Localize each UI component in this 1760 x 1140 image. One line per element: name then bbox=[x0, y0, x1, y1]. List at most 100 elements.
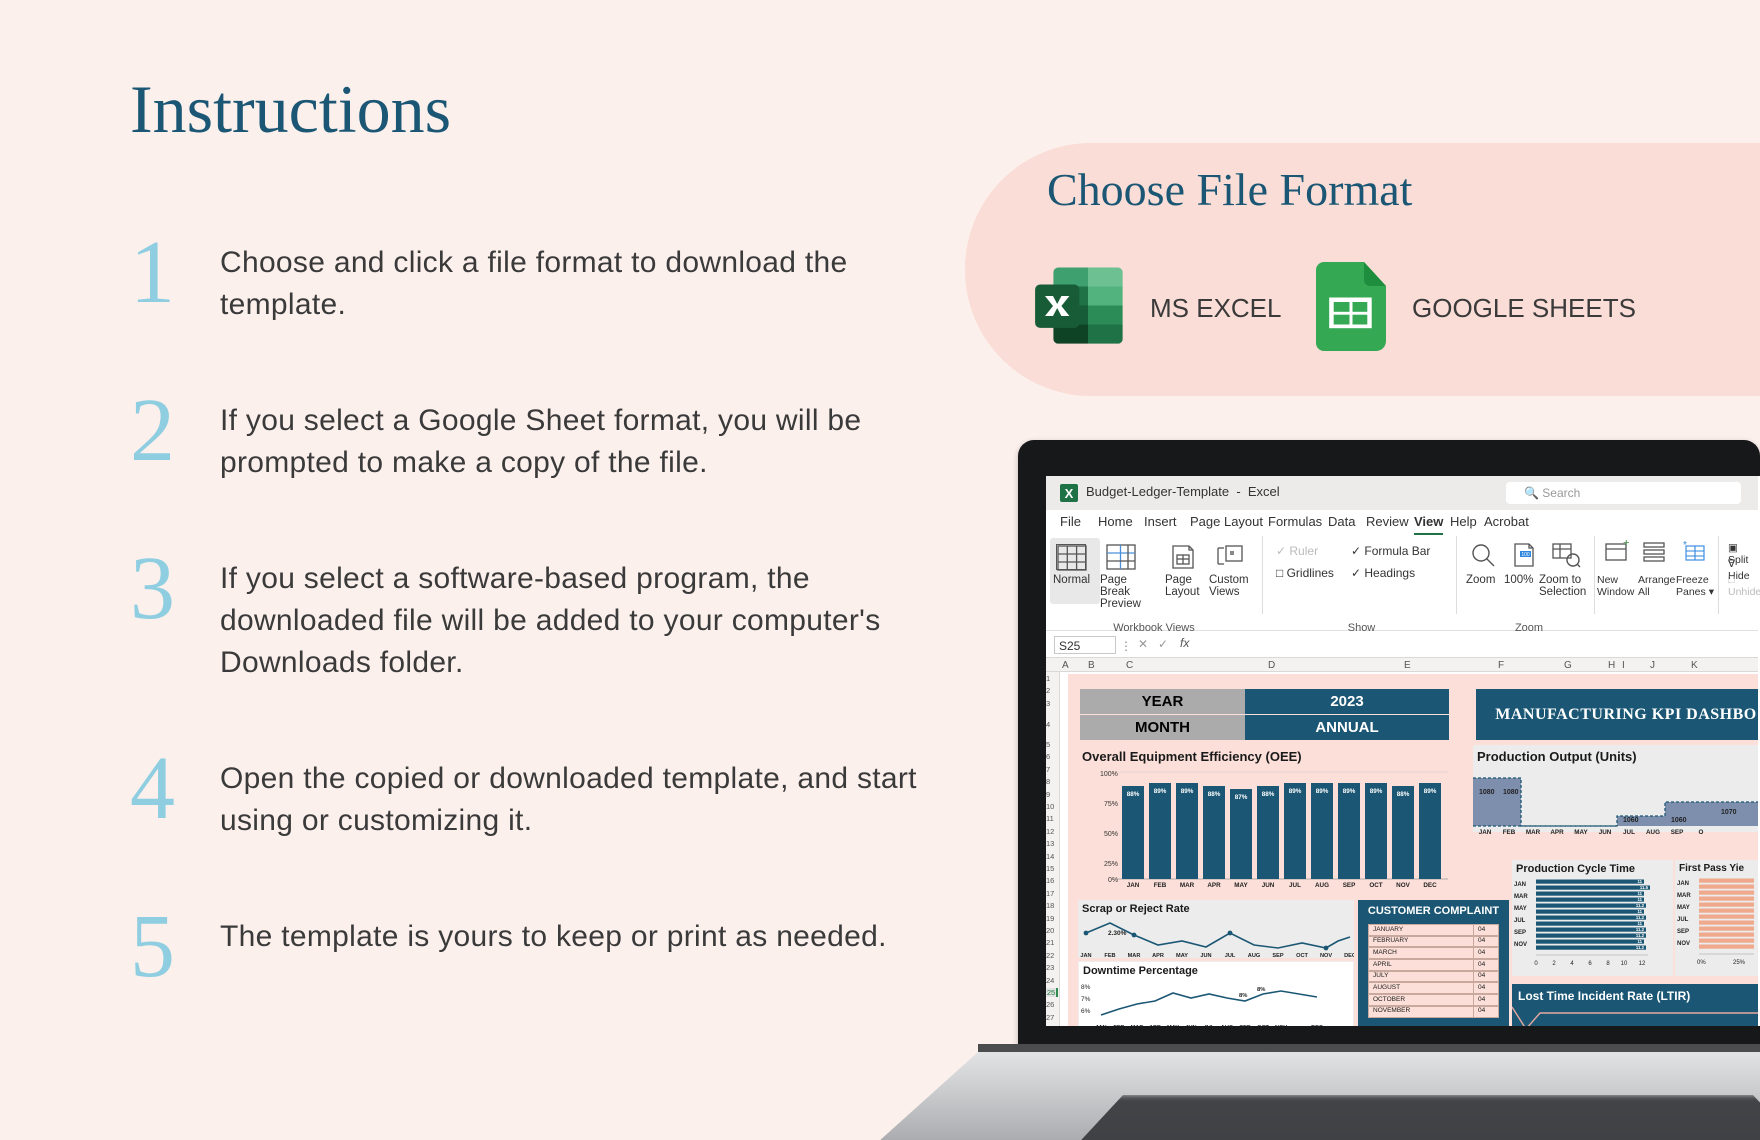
svg-text:MAR: MAR bbox=[1526, 829, 1541, 835]
svg-text:1060: 1060 bbox=[1623, 817, 1639, 824]
svg-text:11.2: 11.2 bbox=[1636, 945, 1645, 950]
svg-text:DEC: DEC bbox=[1311, 1025, 1323, 1026]
svg-text:89%: 89% bbox=[1181, 788, 1194, 795]
svg-text:SEP: SEP bbox=[1343, 882, 1356, 889]
svg-text:8: 8 bbox=[1606, 961, 1610, 967]
svg-text:25%: 25% bbox=[1733, 960, 1746, 966]
svg-text:4: 4 bbox=[1570, 961, 1574, 967]
svg-text:OCT: OCT bbox=[1257, 1025, 1269, 1026]
svg-text:NOV: NOV bbox=[1396, 882, 1410, 889]
svg-text:JAN: JAN bbox=[1514, 882, 1526, 888]
svg-text:11.2: 11.2 bbox=[1636, 903, 1645, 908]
svg-text:100: 100 bbox=[1521, 552, 1530, 558]
svg-text:OCT: OCT bbox=[1369, 882, 1382, 889]
svg-text:AUG: AUG bbox=[1221, 1025, 1233, 1026]
svg-text:MAR: MAR bbox=[1131, 1025, 1144, 1026]
svg-text:JUN: JUN bbox=[1185, 1025, 1196, 1026]
svg-text:SEP: SEP bbox=[1239, 1025, 1250, 1026]
svg-text:11.2: 11.2 bbox=[1636, 927, 1645, 932]
svg-text:MAY: MAY bbox=[1574, 829, 1588, 835]
svg-text:1070: 1070 bbox=[1721, 809, 1737, 816]
svg-text:MAY: MAY bbox=[1234, 882, 1248, 889]
svg-text:25%: 25% bbox=[1104, 861, 1118, 868]
svg-text:75%: 75% bbox=[1104, 801, 1118, 808]
svg-text:MAY: MAY bbox=[1677, 905, 1690, 911]
svg-text:11: 11 bbox=[1637, 897, 1642, 902]
svg-text:FEB: FEB bbox=[1104, 953, 1115, 959]
svg-text:8%: 8% bbox=[1257, 987, 1265, 993]
svg-text:JUN: JUN bbox=[1599, 829, 1612, 835]
svg-text:NOV: NOV bbox=[1320, 953, 1332, 959]
svg-text:FEB: FEB bbox=[1154, 882, 1167, 889]
svg-text:APR: APR bbox=[1207, 882, 1221, 889]
svg-text:0%: 0% bbox=[1108, 877, 1118, 884]
svg-text:JUL: JUL bbox=[1204, 1025, 1215, 1026]
svg-text:NOV: NOV bbox=[1514, 942, 1527, 948]
svg-text:MAR: MAR bbox=[1514, 894, 1528, 900]
svg-text:O: O bbox=[1699, 829, 1704, 835]
svg-text:6: 6 bbox=[1588, 961, 1592, 967]
svg-text:+: + bbox=[1623, 540, 1629, 549]
svg-text:JUN: JUN bbox=[1200, 953, 1211, 959]
svg-text:50%: 50% bbox=[1104, 831, 1118, 838]
svg-text:JUL: JUL bbox=[1677, 917, 1689, 923]
svg-text:87%: 87% bbox=[1235, 794, 1248, 801]
svg-text:7%: 7% bbox=[1081, 996, 1091, 1003]
svg-text:12: 12 bbox=[1639, 961, 1646, 967]
svg-text:JUL: JUL bbox=[1225, 953, 1236, 959]
svg-text:89%: 89% bbox=[1343, 788, 1356, 795]
svg-text:11.5: 11.5 bbox=[1640, 885, 1649, 890]
svg-text:89%: 89% bbox=[1424, 788, 1437, 795]
svg-text:89%: 89% bbox=[1289, 788, 1302, 795]
svg-text:11: 11 bbox=[1637, 891, 1642, 896]
svg-text:2.30%: 2.30% bbox=[1108, 930, 1127, 937]
svg-text:JAN: JAN bbox=[1080, 953, 1091, 959]
svg-text:JAN: JAN bbox=[1677, 881, 1689, 887]
svg-text:DEC: DEC bbox=[1344, 953, 1354, 959]
svg-text:MAY: MAY bbox=[1167, 1025, 1179, 1026]
svg-text:1060: 1060 bbox=[1671, 817, 1687, 824]
svg-text:11.2: 11.2 bbox=[1636, 933, 1645, 938]
svg-text:11.2: 11.2 bbox=[1636, 915, 1645, 920]
svg-text:11: 11 bbox=[1637, 879, 1642, 884]
svg-text:FEB: FEB bbox=[1113, 1025, 1124, 1026]
svg-text:2: 2 bbox=[1552, 961, 1556, 967]
svg-text:JUN: JUN bbox=[1262, 882, 1275, 889]
svg-text:MAR: MAR bbox=[1128, 953, 1141, 959]
svg-text:1080: 1080 bbox=[1503, 789, 1519, 796]
svg-text:SEP: SEP bbox=[1671, 829, 1684, 835]
svg-text:10: 10 bbox=[1621, 961, 1628, 967]
svg-text:89%: 89% bbox=[1370, 788, 1383, 795]
svg-text:JUL: JUL bbox=[1623, 829, 1635, 835]
svg-text:100%: 100% bbox=[1100, 771, 1118, 778]
svg-text:JUL: JUL bbox=[1289, 882, 1301, 889]
svg-text:MAR: MAR bbox=[1180, 882, 1195, 889]
svg-text:0: 0 bbox=[1534, 961, 1538, 967]
svg-text:88%: 88% bbox=[1208, 791, 1221, 798]
svg-text:88%: 88% bbox=[1262, 791, 1275, 798]
svg-text:APR: APR bbox=[1550, 829, 1564, 835]
svg-text:11: 11 bbox=[1637, 921, 1642, 926]
svg-text:89%: 89% bbox=[1154, 788, 1167, 795]
svg-text:AUG: AUG bbox=[1248, 953, 1260, 959]
svg-text:JUL: JUL bbox=[1514, 918, 1526, 924]
svg-text:89%: 89% bbox=[1316, 788, 1329, 795]
svg-text:88%: 88% bbox=[1127, 791, 1140, 798]
svg-text:SEP: SEP bbox=[1272, 953, 1283, 959]
svg-text:APR: APR bbox=[1149, 1025, 1161, 1026]
svg-text:JAN: JAN bbox=[1479, 829, 1492, 835]
svg-text:11: 11 bbox=[1637, 909, 1642, 914]
svg-text:SEP: SEP bbox=[1677, 929, 1689, 935]
svg-text:JAN: JAN bbox=[1127, 882, 1140, 889]
svg-text:8%: 8% bbox=[1239, 993, 1247, 999]
svg-text:SEP: SEP bbox=[1514, 930, 1526, 936]
svg-text:OCT: OCT bbox=[1296, 953, 1308, 959]
svg-text:0%: 0% bbox=[1697, 960, 1706, 966]
svg-text:6%: 6% bbox=[1081, 1008, 1091, 1015]
svg-text:APR: APR bbox=[1152, 953, 1164, 959]
svg-text:1080: 1080 bbox=[1479, 789, 1495, 796]
svg-text:MAR: MAR bbox=[1677, 893, 1691, 899]
svg-text:JAN: JAN bbox=[1095, 1025, 1106, 1026]
svg-text:88%: 88% bbox=[1397, 791, 1410, 798]
svg-text:NOV: NOV bbox=[1677, 941, 1690, 947]
